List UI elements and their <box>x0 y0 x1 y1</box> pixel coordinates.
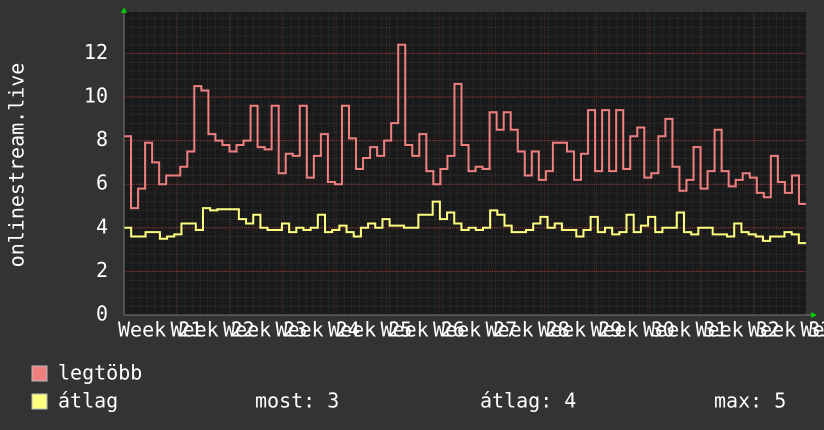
x-tick-label: Week 34 <box>801 318 824 342</box>
legend-label: átlag <box>58 389 118 413</box>
x-tick-label: Week 28 <box>486 318 570 342</box>
y-axis-label: onlinestream.live <box>5 63 29 268</box>
x-tick-label: Week 33 <box>748 318 824 342</box>
y-tick-label: 6 <box>96 171 108 195</box>
series-line <box>124 200 806 245</box>
y-tick-label: 12 <box>84 40 108 64</box>
x-tick-label: Week 31 <box>643 318 727 342</box>
y-tick-label: 0 <box>96 302 108 326</box>
y-tick-label: 10 <box>84 84 108 108</box>
y-tick-label: 2 <box>96 258 108 282</box>
legend-label: legtöbb <box>58 361 142 385</box>
legend-swatch <box>31 365 48 382</box>
y-tick-label: 8 <box>96 127 108 151</box>
y-tick-label: 4 <box>96 214 108 238</box>
series-line <box>124 43 806 210</box>
legend-stat: most: 3 <box>255 389 339 413</box>
x-arrow <box>811 312 817 318</box>
x-tick-label: Week 25 <box>328 318 412 342</box>
x-tick-label: Week 29 <box>538 318 622 342</box>
x-tick-label: Week 21 <box>118 318 202 342</box>
x-tick-label: Week 24 <box>276 318 360 342</box>
x-tick-label: Week 30 <box>591 318 675 342</box>
x-tick-label: Week 23 <box>223 318 307 342</box>
x-tick-label: Week 32 <box>696 318 780 342</box>
x-tick-label: Week 22 <box>171 318 255 342</box>
x-tick-label: Week 27 <box>433 318 517 342</box>
legend-swatch <box>31 393 48 410</box>
week-grid <box>124 12 806 315</box>
legend-stat: átlag: 4 <box>480 389 576 413</box>
y-arrow <box>121 7 127 13</box>
legend-stat: max: 5 <box>714 389 786 413</box>
x-tick-label: Week 26 <box>381 318 465 342</box>
